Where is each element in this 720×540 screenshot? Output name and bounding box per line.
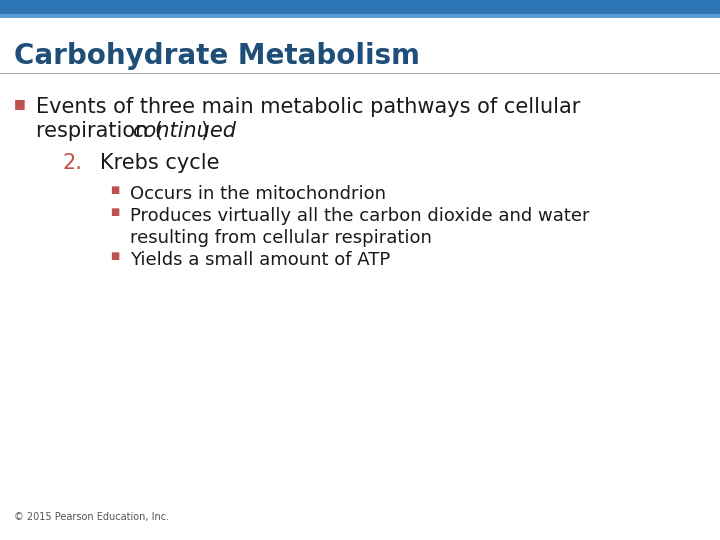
Text: ■: ■ [14,97,26,110]
Text: resulting from cellular respiration: resulting from cellular respiration [130,229,432,247]
Text: 2.: 2. [62,153,82,173]
Text: ■: ■ [110,185,120,195]
Text: respiration (: respiration ( [36,121,163,141]
Text: Produces virtually all the carbon dioxide and water: Produces virtually all the carbon dioxid… [130,207,590,225]
Text: Events of three main metabolic pathways of cellular: Events of three main metabolic pathways … [36,97,580,117]
Text: Krebs cycle: Krebs cycle [100,153,220,173]
Text: ■: ■ [110,207,120,217]
Text: ): ) [200,121,208,141]
Text: ■: ■ [110,251,120,261]
Text: continued: continued [132,121,236,141]
Bar [0,0,720,14]
Text: Occurs in the mitochondrion: Occurs in the mitochondrion [130,185,386,203]
Bar [0,14,720,18]
Text: Carbohydrate Metabolism: Carbohydrate Metabolism [14,42,420,70]
Text: Yields a small amount of ATP: Yields a small amount of ATP [130,251,390,269]
Text: © 2015 Pearson Education, Inc.: © 2015 Pearson Education, Inc. [14,512,169,522]
